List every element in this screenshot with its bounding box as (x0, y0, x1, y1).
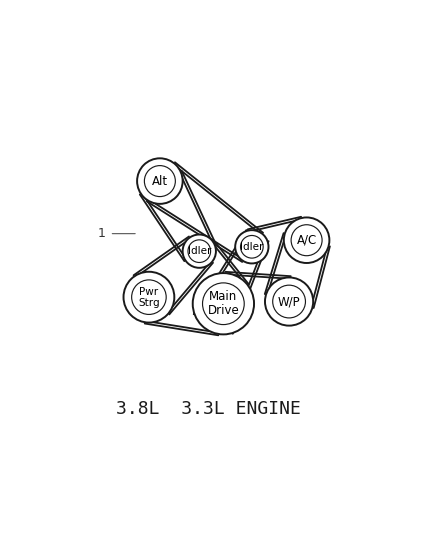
Text: Idler: Idler (187, 246, 211, 256)
Text: Pwr
Strg: Pwr Strg (138, 287, 160, 308)
Text: W/P: W/P (278, 295, 300, 308)
Circle shape (265, 278, 313, 326)
Text: Alt: Alt (152, 175, 168, 188)
Circle shape (193, 273, 254, 334)
Text: 1: 1 (97, 227, 105, 240)
Text: A/C: A/C (297, 233, 317, 247)
Circle shape (183, 235, 216, 268)
Circle shape (137, 158, 183, 204)
Circle shape (235, 230, 268, 263)
Text: Main
Drive: Main Drive (208, 290, 239, 318)
Circle shape (284, 217, 329, 263)
Text: Idler: Idler (240, 242, 264, 252)
Text: 3.8L  3.3L ENGINE: 3.8L 3.3L ENGINE (116, 400, 300, 418)
Circle shape (124, 272, 174, 322)
